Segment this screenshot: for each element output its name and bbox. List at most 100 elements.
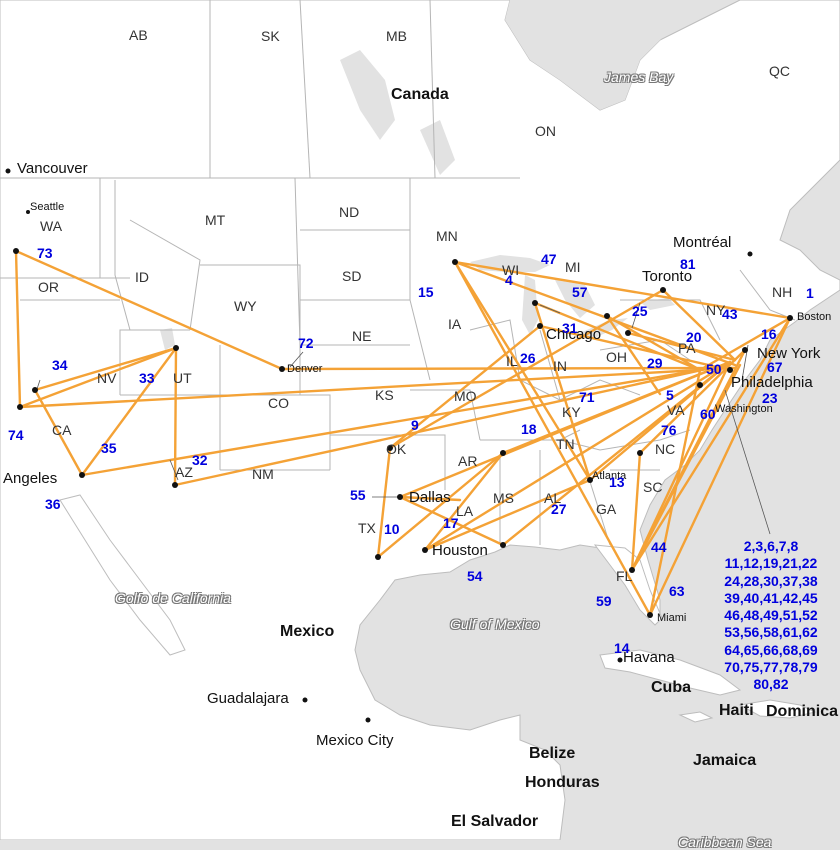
lake-ontario-water bbox=[640, 298, 675, 310]
cuba-land bbox=[599, 649, 742, 696]
state-label: NC bbox=[655, 441, 676, 457]
state-label: KS bbox=[375, 387, 394, 403]
route-label: 59 bbox=[596, 593, 612, 609]
route-label: 25 bbox=[632, 303, 648, 319]
route-label: 72 bbox=[298, 335, 314, 351]
country-label: Honduras bbox=[525, 774, 600, 791]
state-label: ND bbox=[339, 204, 360, 220]
state-label: SC bbox=[643, 479, 663, 495]
route-list-line: 39,40,41,42,45 bbox=[724, 589, 818, 606]
route-label: 36 bbox=[45, 496, 61, 512]
route-label: 9 bbox=[411, 417, 419, 433]
state-label: FL bbox=[616, 568, 633, 584]
city-label: Miami bbox=[657, 612, 687, 624]
state-label: MI bbox=[565, 259, 581, 275]
state-label: WA bbox=[40, 218, 63, 234]
state-label: MN bbox=[436, 228, 458, 244]
state-label: MT bbox=[205, 212, 226, 228]
route-label: 55 bbox=[350, 487, 366, 503]
route-label: 5 bbox=[666, 387, 674, 403]
state-label: TX bbox=[358, 520, 376, 536]
state-label: SD bbox=[342, 268, 362, 284]
route-label: 18 bbox=[521, 421, 537, 437]
baja-california-land bbox=[59, 494, 186, 656]
route-label: 74 bbox=[8, 427, 24, 443]
route-list-line: 70,75,77,78,79 bbox=[724, 659, 818, 676]
route-label: 57 bbox=[572, 284, 588, 300]
state-label: ON bbox=[535, 123, 556, 139]
route-label: 31 bbox=[562, 320, 578, 336]
route-label: 20 bbox=[686, 329, 702, 345]
route-label: 76 bbox=[661, 422, 677, 438]
routes bbox=[14, 249, 792, 617]
route-label: 67 bbox=[767, 359, 783, 375]
route-list-line: 11,12,19,21,22 bbox=[724, 555, 818, 572]
city-label: Denver bbox=[287, 363, 323, 375]
city-label: Houston bbox=[432, 542, 488, 559]
state-label: AL bbox=[544, 490, 562, 506]
route-label: 33 bbox=[139, 370, 155, 386]
state-label: NE bbox=[352, 328, 372, 344]
city-label: Montréal bbox=[673, 234, 732, 251]
country-label: Haiti bbox=[719, 702, 754, 719]
state-label: IN bbox=[553, 358, 567, 374]
route-label: 60 bbox=[700, 406, 716, 422]
country-label: Mexico bbox=[280, 623, 335, 640]
country-label: El Salvador bbox=[451, 813, 539, 830]
water-label: Caribbean Sea bbox=[678, 834, 772, 850]
state-label: CO bbox=[268, 395, 289, 411]
route-label: 35 bbox=[101, 440, 117, 456]
state-label: OR bbox=[38, 279, 59, 295]
route-label: 63 bbox=[669, 583, 685, 599]
city-label: Vancouver bbox=[17, 160, 88, 177]
state-label: AR bbox=[458, 453, 478, 469]
state-label: NV bbox=[97, 370, 117, 386]
route-list-line: 24,28,30,37,38 bbox=[724, 572, 818, 589]
route-label: 1 bbox=[806, 285, 814, 301]
state-label: NY bbox=[706, 302, 726, 318]
state-label: UT bbox=[173, 370, 192, 386]
route-label: 13 bbox=[609, 474, 625, 490]
state-label: IA bbox=[448, 316, 462, 332]
city-label: Seattle bbox=[30, 201, 65, 213]
state-label: VA bbox=[667, 402, 685, 418]
state-label: PA bbox=[678, 340, 696, 356]
city-label: Mexico City bbox=[316, 732, 394, 749]
state-label: WI bbox=[502, 262, 520, 278]
state-label: QC bbox=[769, 63, 790, 79]
water-label: Gulf of Mexico bbox=[450, 616, 540, 632]
route-label: 50 bbox=[706, 361, 722, 377]
route-list-line: 64,65,66,68,69 bbox=[724, 641, 818, 658]
route-label: 27 bbox=[551, 501, 567, 517]
route-label: 81 bbox=[680, 256, 696, 272]
city-label: Philadelphia bbox=[731, 374, 813, 391]
country-label: Belize bbox=[529, 745, 576, 762]
state-label: MB bbox=[386, 28, 407, 44]
city-label: New York bbox=[757, 345, 821, 362]
canada-lakes-water-2 bbox=[420, 120, 455, 175]
jamaica-land bbox=[678, 711, 714, 723]
route-label: 43 bbox=[722, 306, 738, 322]
route-label: 29 bbox=[647, 355, 663, 371]
city-label: Dallas bbox=[409, 489, 451, 506]
city-label: Toronto bbox=[642, 268, 693, 285]
route-label: 32 bbox=[192, 452, 208, 468]
state-label: OH bbox=[606, 349, 627, 365]
city-label: Havana bbox=[623, 649, 675, 666]
water-label: James Bay bbox=[604, 69, 674, 85]
city-label: Guadalajara bbox=[207, 690, 289, 707]
state-label: CA bbox=[52, 422, 72, 438]
route-label: 16 bbox=[761, 326, 777, 342]
state-label: TN bbox=[556, 436, 575, 452]
state-label: AZ bbox=[175, 464, 193, 480]
country-label: Jamaica bbox=[693, 752, 757, 769]
route-list-line: 2,3,6,7,8 bbox=[743, 538, 799, 554]
city-label: Angeles bbox=[3, 470, 58, 487]
route-label: 4 bbox=[505, 272, 513, 288]
state-label: GA bbox=[596, 501, 617, 517]
state-label: LA bbox=[456, 503, 474, 519]
route-label: 17 bbox=[443, 515, 459, 531]
